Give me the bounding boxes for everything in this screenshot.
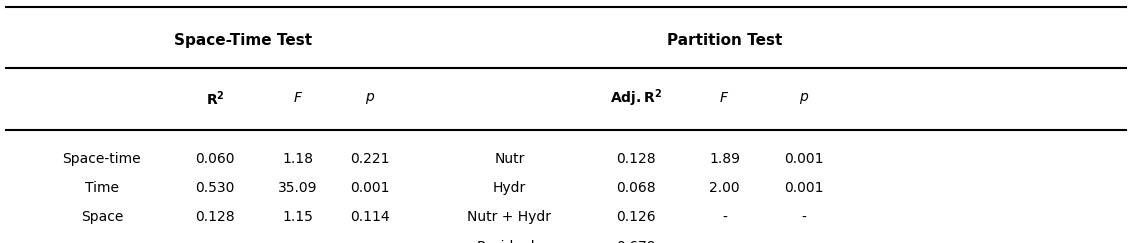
Text: -: - xyxy=(722,210,727,225)
Text: Partition Test: Partition Test xyxy=(667,33,782,48)
Text: Space: Space xyxy=(80,210,123,225)
Text: 1.18: 1.18 xyxy=(282,152,314,166)
Text: 0.068: 0.068 xyxy=(616,181,657,195)
Text: Time: Time xyxy=(85,181,119,195)
Text: 0.001: 0.001 xyxy=(784,152,823,166)
Text: 1.89: 1.89 xyxy=(709,152,740,166)
Text: 0.221: 0.221 xyxy=(351,152,389,166)
Text: 0.530: 0.530 xyxy=(196,181,234,195)
Text: $\mathbf{R^2}$: $\mathbf{R^2}$ xyxy=(206,89,224,108)
Text: $\mathit{F}$: $\mathit{F}$ xyxy=(293,91,302,105)
Text: -: - xyxy=(801,240,806,243)
Text: Residuals: Residuals xyxy=(477,240,542,243)
Text: 0.001: 0.001 xyxy=(351,181,389,195)
Text: 0.128: 0.128 xyxy=(195,210,235,225)
Text: 0.114: 0.114 xyxy=(350,210,391,225)
Text: 35.09: 35.09 xyxy=(278,181,317,195)
Text: Space-time: Space-time xyxy=(62,152,142,166)
Text: -: - xyxy=(801,210,806,225)
Text: Nutr: Nutr xyxy=(495,152,524,166)
Text: Nutr + Hydr: Nutr + Hydr xyxy=(468,210,551,225)
Text: 0.679: 0.679 xyxy=(616,240,657,243)
Text: Space-Time Test: Space-Time Test xyxy=(174,33,312,48)
Text: 0.128: 0.128 xyxy=(616,152,657,166)
Text: -: - xyxy=(722,240,727,243)
Text: Hydr: Hydr xyxy=(492,181,526,195)
Text: $\mathit{p}$: $\mathit{p}$ xyxy=(798,91,809,106)
Text: 2.00: 2.00 xyxy=(709,181,740,195)
Text: 0.060: 0.060 xyxy=(196,152,234,166)
Text: $\mathit{F}$: $\mathit{F}$ xyxy=(720,91,729,105)
Text: $\mathit{p}$: $\mathit{p}$ xyxy=(365,91,376,106)
Text: $\mathbf{Adj.R^2}$: $\mathbf{Adj.R^2}$ xyxy=(610,88,662,109)
Text: 1.15: 1.15 xyxy=(282,210,314,225)
Text: 0.001: 0.001 xyxy=(784,181,823,195)
Text: 0.126: 0.126 xyxy=(616,210,657,225)
